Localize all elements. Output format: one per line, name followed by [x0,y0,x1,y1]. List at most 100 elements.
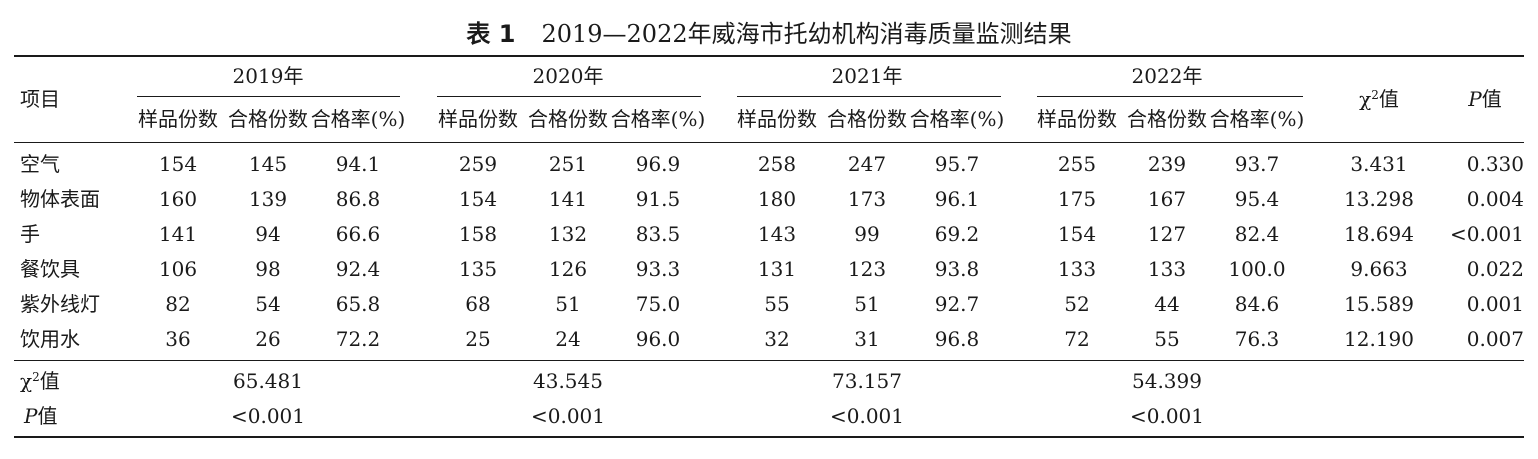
table-cell: 173 [847,187,887,211]
p-symbol: P [24,404,38,428]
table-cell: 72.2 [335,327,381,351]
table-cell: 3.431 [1350,152,1408,176]
table-cell: 247 [847,152,887,176]
table-cell: 92.7 [934,292,980,316]
table-cell: 96.9 [635,152,681,176]
table-cell: 86.8 [335,187,381,211]
sub-column-header: 合格份数 [228,107,308,131]
table-cell: 65.8 [335,292,381,316]
row-label: 手 [20,222,40,246]
table-cell: 133 [1057,257,1097,281]
sub-column-header: 合格份数 [528,107,608,131]
table-cell: 255 [1057,152,1097,176]
header-item-label: 项目 [20,87,60,111]
table-cell: 131 [757,257,797,281]
table-cell: 52 [1064,292,1090,316]
table-cell: 251 [548,152,588,176]
table-cell: 96.0 [635,327,681,351]
table-cell: 100.0 [1228,257,1286,281]
table-cell: 259 [458,152,498,176]
table-cell: 24 [555,327,581,351]
table-cell: 132 [548,222,588,246]
chi-suffix: 值 [39,369,60,393]
table-cell: 76.3 [1234,327,1280,351]
summary-chi-value: 65.481 [233,369,303,393]
year-underline [437,96,701,97]
summary-divider-rule [14,360,1524,361]
table-cell: 72 [1064,327,1090,351]
summary-p-value: <0.001 [230,404,305,428]
table-cell: 69.2 [934,222,980,246]
row-label: 物体表面 [20,187,100,211]
table-cell: 13.298 [1344,187,1414,211]
table-cell: 95.4 [1234,187,1280,211]
table-cell: 158 [458,222,498,246]
table-cell: 94 [255,222,281,246]
year-header: 2021年 [831,64,903,88]
table-cell: 0.004 [1466,187,1524,211]
table-cell: 160 [158,187,198,211]
table-cell: 135 [458,257,498,281]
top-rule [14,55,1524,57]
table-title: 表 1 2019—2022年威海市托幼机构消毒质量监测结果 [0,14,1538,49]
table-cell: 25 [465,327,491,351]
table-cell: 143 [757,222,797,246]
table-cell: 12.190 [1344,327,1414,351]
table-cell: 154 [458,187,498,211]
table-cell: <0.001 [1449,222,1524,246]
table-cell: 93.8 [934,257,980,281]
chi-symbol: χ [1359,87,1372,111]
table-cell: 139 [248,187,288,211]
year-header: 2022年 [1131,64,1203,88]
table-cell: 83.5 [635,222,681,246]
table-label: 表 1 [466,20,516,48]
table-cell: 0.001 [1466,292,1524,316]
table-cell: 75.0 [635,292,681,316]
table-title-text: 2019—2022年威海市托幼机构消毒质量监测结果 [541,20,1072,48]
row-label: 空气 [20,152,60,176]
table-cell: 15.589 [1344,292,1414,316]
table-cell: 32 [764,327,790,351]
table-cell: 68 [465,292,491,316]
table-cell: 82.4 [1234,222,1280,246]
table-cell: 54 [255,292,281,316]
table-cell: 36 [165,327,191,351]
table-cell: 96.1 [934,187,980,211]
table-cell: 51 [854,292,880,316]
table-cell: 55 [764,292,790,316]
chi-symbol: χ [20,369,33,393]
table-cell: 180 [757,187,797,211]
table-cell: 55 [1154,327,1180,351]
table-cell: 133 [1147,257,1187,281]
summary-p-value: <0.001 [1129,404,1204,428]
summary-chi-label: χ2值 [20,370,60,392]
table-cell: 98 [255,257,281,281]
row-label: 紫外线灯 [20,292,100,316]
table-cell: 167 [1147,187,1187,211]
sub-column-header: 样品份数 [737,107,817,131]
table-cell: 258 [757,152,797,176]
table-cell: 96.8 [934,327,980,351]
row-label: 餐饮具 [20,257,80,281]
table-cell: 31 [854,327,880,351]
summary-p-label: P值 [24,405,57,427]
table-cell: 123 [847,257,887,281]
summary-p-value: <0.001 [530,404,605,428]
table-cell: 127 [1147,222,1187,246]
table-cell: 141 [548,187,588,211]
sub-column-header: 合格率(%) [310,107,406,131]
table-cell: 0.022 [1466,257,1524,281]
table-cell: 126 [548,257,588,281]
sub-column-header: 合格份数 [1127,107,1207,131]
chi-suffix: 值 [1378,87,1399,111]
year-header: 2020年 [532,64,604,88]
p-suffix: 值 [1481,87,1502,111]
table-cell: 175 [1057,187,1097,211]
bottom-rule [14,436,1524,438]
summary-p-value: <0.001 [829,404,904,428]
summary-chi-value: 43.545 [533,369,603,393]
p-suffix: 值 [37,404,58,428]
table-cell: 82 [165,292,191,316]
p-symbol: P [1468,87,1482,111]
chi-superscript: 2 [1371,88,1379,102]
